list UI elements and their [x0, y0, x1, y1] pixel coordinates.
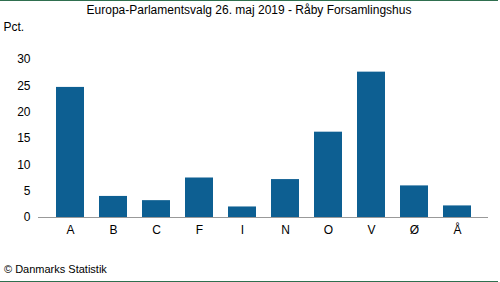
svg-text:V: V — [367, 223, 375, 237]
svg-text:F: F — [196, 223, 203, 237]
svg-text:10: 10 — [17, 158, 31, 172]
svg-text:0: 0 — [24, 210, 31, 224]
svg-text:15: 15 — [17, 131, 31, 145]
svg-text:Pct.: Pct. — [4, 20, 25, 34]
svg-text:Ø: Ø — [410, 223, 419, 237]
svg-text:5: 5 — [24, 184, 31, 198]
svg-text:C: C — [152, 223, 161, 237]
svg-text:B: B — [109, 223, 117, 237]
svg-text:Å: Å — [453, 222, 461, 237]
svg-text:N: N — [281, 223, 290, 237]
html-text:Europa-Parlamentsvalg 26. maj: Europa-Parlamentsvalg 26. maj 2019 - Råb… — [86, 3, 412, 17]
svg-text:I: I — [241, 223, 244, 237]
svg-text:A: A — [66, 223, 74, 237]
svg-text:20: 20 — [17, 105, 31, 119]
html-text:© Danmarks Statistik: © Danmarks Statistik — [4, 263, 107, 275]
svg-text:O: O — [324, 223, 333, 237]
svg-text:30: 30 — [17, 52, 31, 66]
svg-text:25: 25 — [17, 79, 31, 93]
